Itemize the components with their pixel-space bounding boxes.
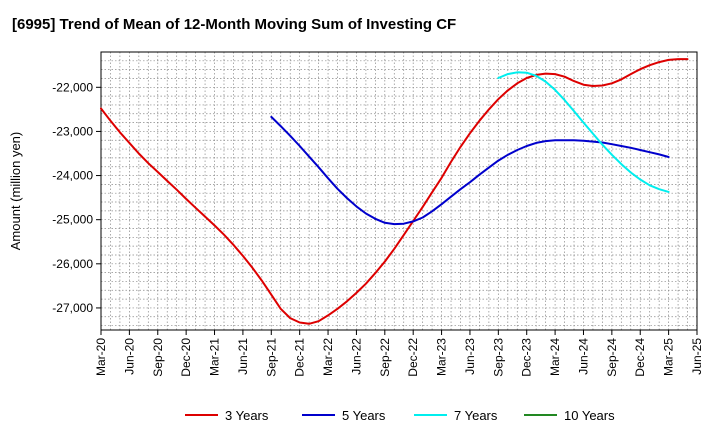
series-line-3-years (100, 58, 689, 325)
y-tick-label: -23,000 (52, 124, 93, 138)
y-tick-label: -25,000 (52, 213, 93, 227)
grid-layer (101, 52, 697, 330)
x-tick-label: Dec-24 (633, 338, 647, 377)
y-tick-label: -22,000 (52, 80, 93, 94)
x-tick-label: Jun-25 (690, 338, 704, 375)
x-tick-label: Sep-23 (491, 338, 505, 377)
x-tick-label: Mar-25 (662, 338, 676, 376)
x-tick-label: Mar-22 (321, 338, 335, 376)
y-tick-label: -26,000 (52, 257, 93, 271)
plot-area-frame (100, 51, 698, 331)
x-tick-label: Mar-20 (94, 338, 108, 376)
x-tick-label: Sep-20 (151, 338, 165, 377)
x-tick-label: Jun-24 (576, 338, 590, 375)
x-tick-label: Mar-24 (548, 338, 562, 376)
series-layer (100, 58, 689, 325)
y-tick-label: -24,000 (52, 169, 93, 183)
series-line-5-years (270, 115, 670, 226)
plot-background (101, 52, 697, 330)
x-tick-label: Sep-21 (264, 338, 278, 377)
y-axis-ticks: -22,000 -23,000 -24,000 -25,000 -26,000 -27,0… (52, 80, 101, 315)
x-tick-label: Jun-20 (122, 338, 136, 375)
legend-label: 3 Years (225, 408, 269, 423)
x-tick-label: Mar-23 (435, 338, 449, 376)
x-tick-label: Jun-21 (236, 338, 250, 375)
x-tick-label: Sep-24 (605, 338, 619, 377)
legend-label: 10 Years (564, 408, 615, 423)
y-tick-label: -27,000 (52, 301, 93, 315)
x-tick-label: Dec-21 (293, 338, 307, 377)
x-tick-label: Mar-21 (208, 338, 222, 376)
x-tick-label: Dec-23 (520, 338, 534, 377)
y-axis-label: Amount (million yen) (8, 132, 23, 251)
series-line-7-years (497, 71, 670, 193)
x-tick-label: Dec-22 (406, 338, 420, 377)
x-tick-label: Jun-22 (349, 338, 363, 375)
x-axis-ticks: Mar-20 Jun-20 Sep-20 Dec-20 Mar-21 Jun-21 Sep-… (94, 330, 704, 377)
chart-title: [6995] Trend of Mean of 12-Month Moving … (12, 16, 456, 33)
x-tick-label: Dec-20 (179, 338, 193, 377)
legend: 3 Years 5 Years 7 Years 10 Years (185, 408, 615, 423)
legend-label: 5 Years (342, 408, 386, 423)
x-tick-label: Jun-23 (463, 338, 477, 375)
x-tick-label: Sep-22 (378, 338, 392, 377)
legend-label: 7 Years (454, 408, 498, 423)
